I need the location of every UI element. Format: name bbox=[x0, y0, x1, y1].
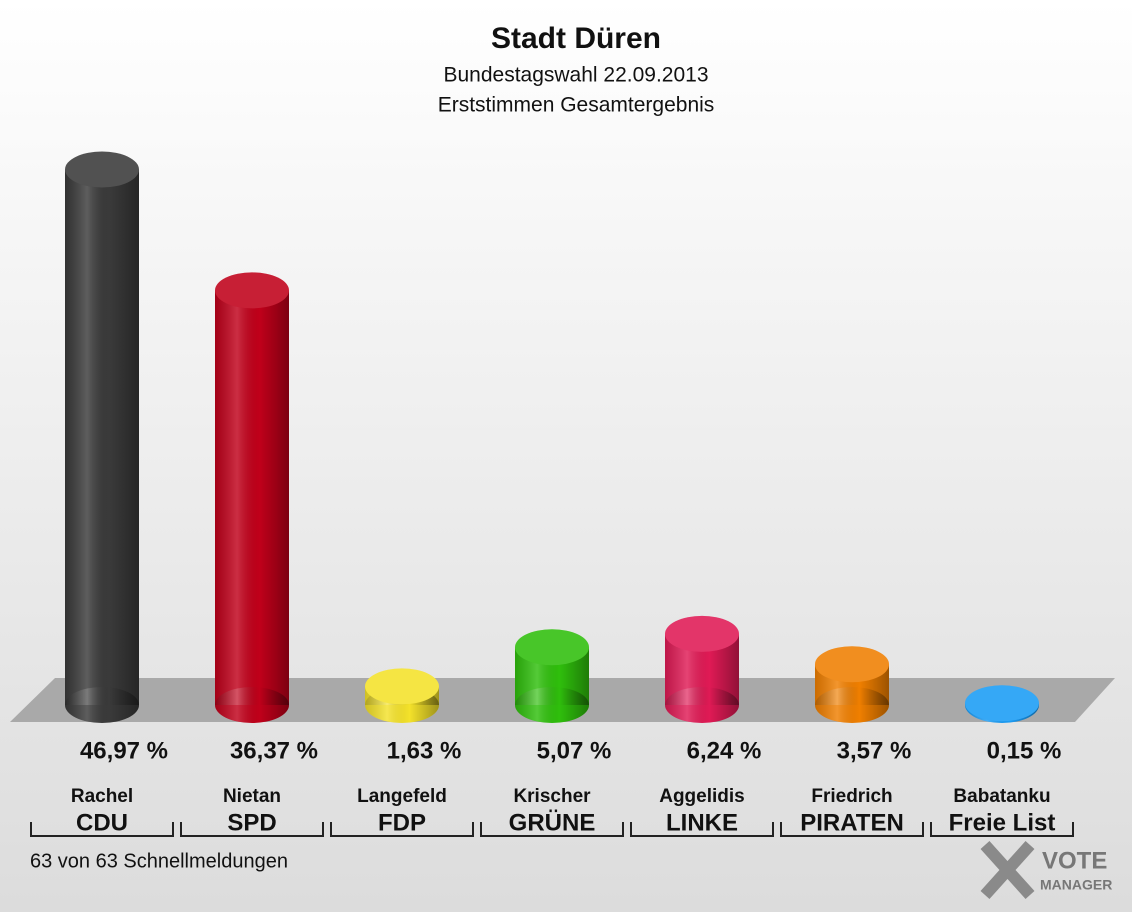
value-label: 3,57 % bbox=[837, 737, 912, 764]
chart-title: Stadt Düren bbox=[491, 22, 661, 55]
category-bracket bbox=[30, 822, 174, 837]
candidate-label: Nietan bbox=[223, 786, 281, 807]
logo-mark bbox=[980, 840, 1035, 900]
chart-subtitle: Erststimmen Gesamtergebnis bbox=[438, 94, 715, 117]
value-label: 0,15 % bbox=[987, 737, 1062, 764]
bar-top bbox=[215, 272, 289, 309]
candidate-label: Babatanku bbox=[953, 786, 1050, 807]
bar-top-highlight bbox=[815, 646, 889, 683]
candidate-label: Krischer bbox=[513, 786, 591, 807]
candidate-label: Friedrich bbox=[811, 786, 892, 807]
category-bracket bbox=[630, 822, 774, 837]
category-bracket bbox=[180, 822, 324, 837]
x-tick-label: GRÜNE bbox=[509, 809, 596, 836]
bar-top bbox=[65, 151, 139, 188]
candidate-label: Langefeld bbox=[357, 786, 447, 807]
x-tick-label: Freie List bbox=[949, 809, 1056, 836]
x-tick-label: LINKE bbox=[666, 809, 738, 836]
x-tick-label: SPD bbox=[227, 809, 276, 836]
bar-top-highlight bbox=[515, 629, 589, 666]
x-tick-label: PIRATEN bbox=[800, 809, 904, 836]
value-label: 6,24 % bbox=[687, 737, 762, 764]
value-label: 5,07 % bbox=[537, 737, 612, 764]
bar-top-highlight bbox=[215, 272, 289, 309]
candidate-label: Rachel bbox=[71, 786, 133, 807]
bar-shade bbox=[65, 169, 139, 706]
value-label: 1,63 % bbox=[387, 737, 462, 764]
category-bracket bbox=[780, 822, 924, 837]
footer: 63 von 63 Schnellmeldungen bbox=[30, 850, 288, 872]
category-bracket bbox=[930, 822, 1074, 837]
chart-subtitle: Bundestagswahl 22.09.2013 bbox=[443, 64, 708, 87]
bar-top bbox=[965, 685, 1039, 722]
bar-shade bbox=[215, 290, 289, 705]
value-label: 46,97 % bbox=[80, 737, 168, 764]
bar-top-highlight bbox=[65, 151, 139, 188]
bar-top-highlight bbox=[365, 668, 439, 705]
logo: VOTE MANAGER bbox=[980, 840, 1112, 900]
x-tick-label: FDP bbox=[378, 809, 426, 836]
x-tick-label: CDU bbox=[76, 809, 128, 836]
bar-top-highlight bbox=[965, 685, 1039, 722]
bar-top bbox=[815, 646, 889, 683]
logo-text: MANAGER bbox=[1040, 877, 1112, 893]
bar-top bbox=[665, 615, 739, 652]
bar-top-highlight bbox=[665, 615, 739, 652]
category-bracket bbox=[480, 822, 624, 837]
candidate-label: Aggelidis bbox=[659, 786, 745, 807]
logo-text: VOTE bbox=[1042, 847, 1107, 874]
bar-top bbox=[515, 629, 589, 666]
category-bracket bbox=[330, 822, 474, 837]
bar-top bbox=[365, 668, 439, 705]
value-label: 36,37 % bbox=[230, 737, 318, 764]
